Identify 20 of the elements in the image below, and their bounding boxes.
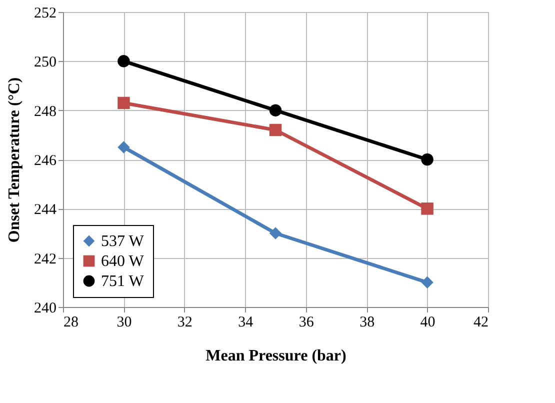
x-tick-label: 40 (420, 314, 436, 330)
x-tick-label: 32 (177, 314, 192, 330)
y-tick-label: 250 (34, 54, 56, 71)
legend-label: 751 W (101, 273, 145, 290)
y-tick-label: 244 (34, 202, 57, 218)
y-tick-label: 242 (34, 251, 56, 268)
x-tick-label: 34 (238, 314, 254, 330)
x-tick-label: 42 (474, 314, 488, 330)
legend-label: 537 W (101, 233, 145, 250)
y-tick-label: 248 (34, 104, 56, 120)
y-tick-label: 240 (34, 300, 56, 316)
y-axis-title: Onset Temperature (°C) (6, 77, 23, 243)
x-tick-label: 36 (298, 314, 314, 330)
x-axis-title: Mean Pressure (bar) (206, 348, 346, 364)
x-tick-label: 28 (64, 314, 78, 330)
x-tick-label: 38 (360, 314, 375, 330)
x-tick-label: 30 (116, 314, 132, 330)
y-tick-label: 252 (34, 6, 56, 22)
legend-label: 640 W (101, 253, 145, 270)
y-tick-label: 246 (34, 153, 57, 169)
